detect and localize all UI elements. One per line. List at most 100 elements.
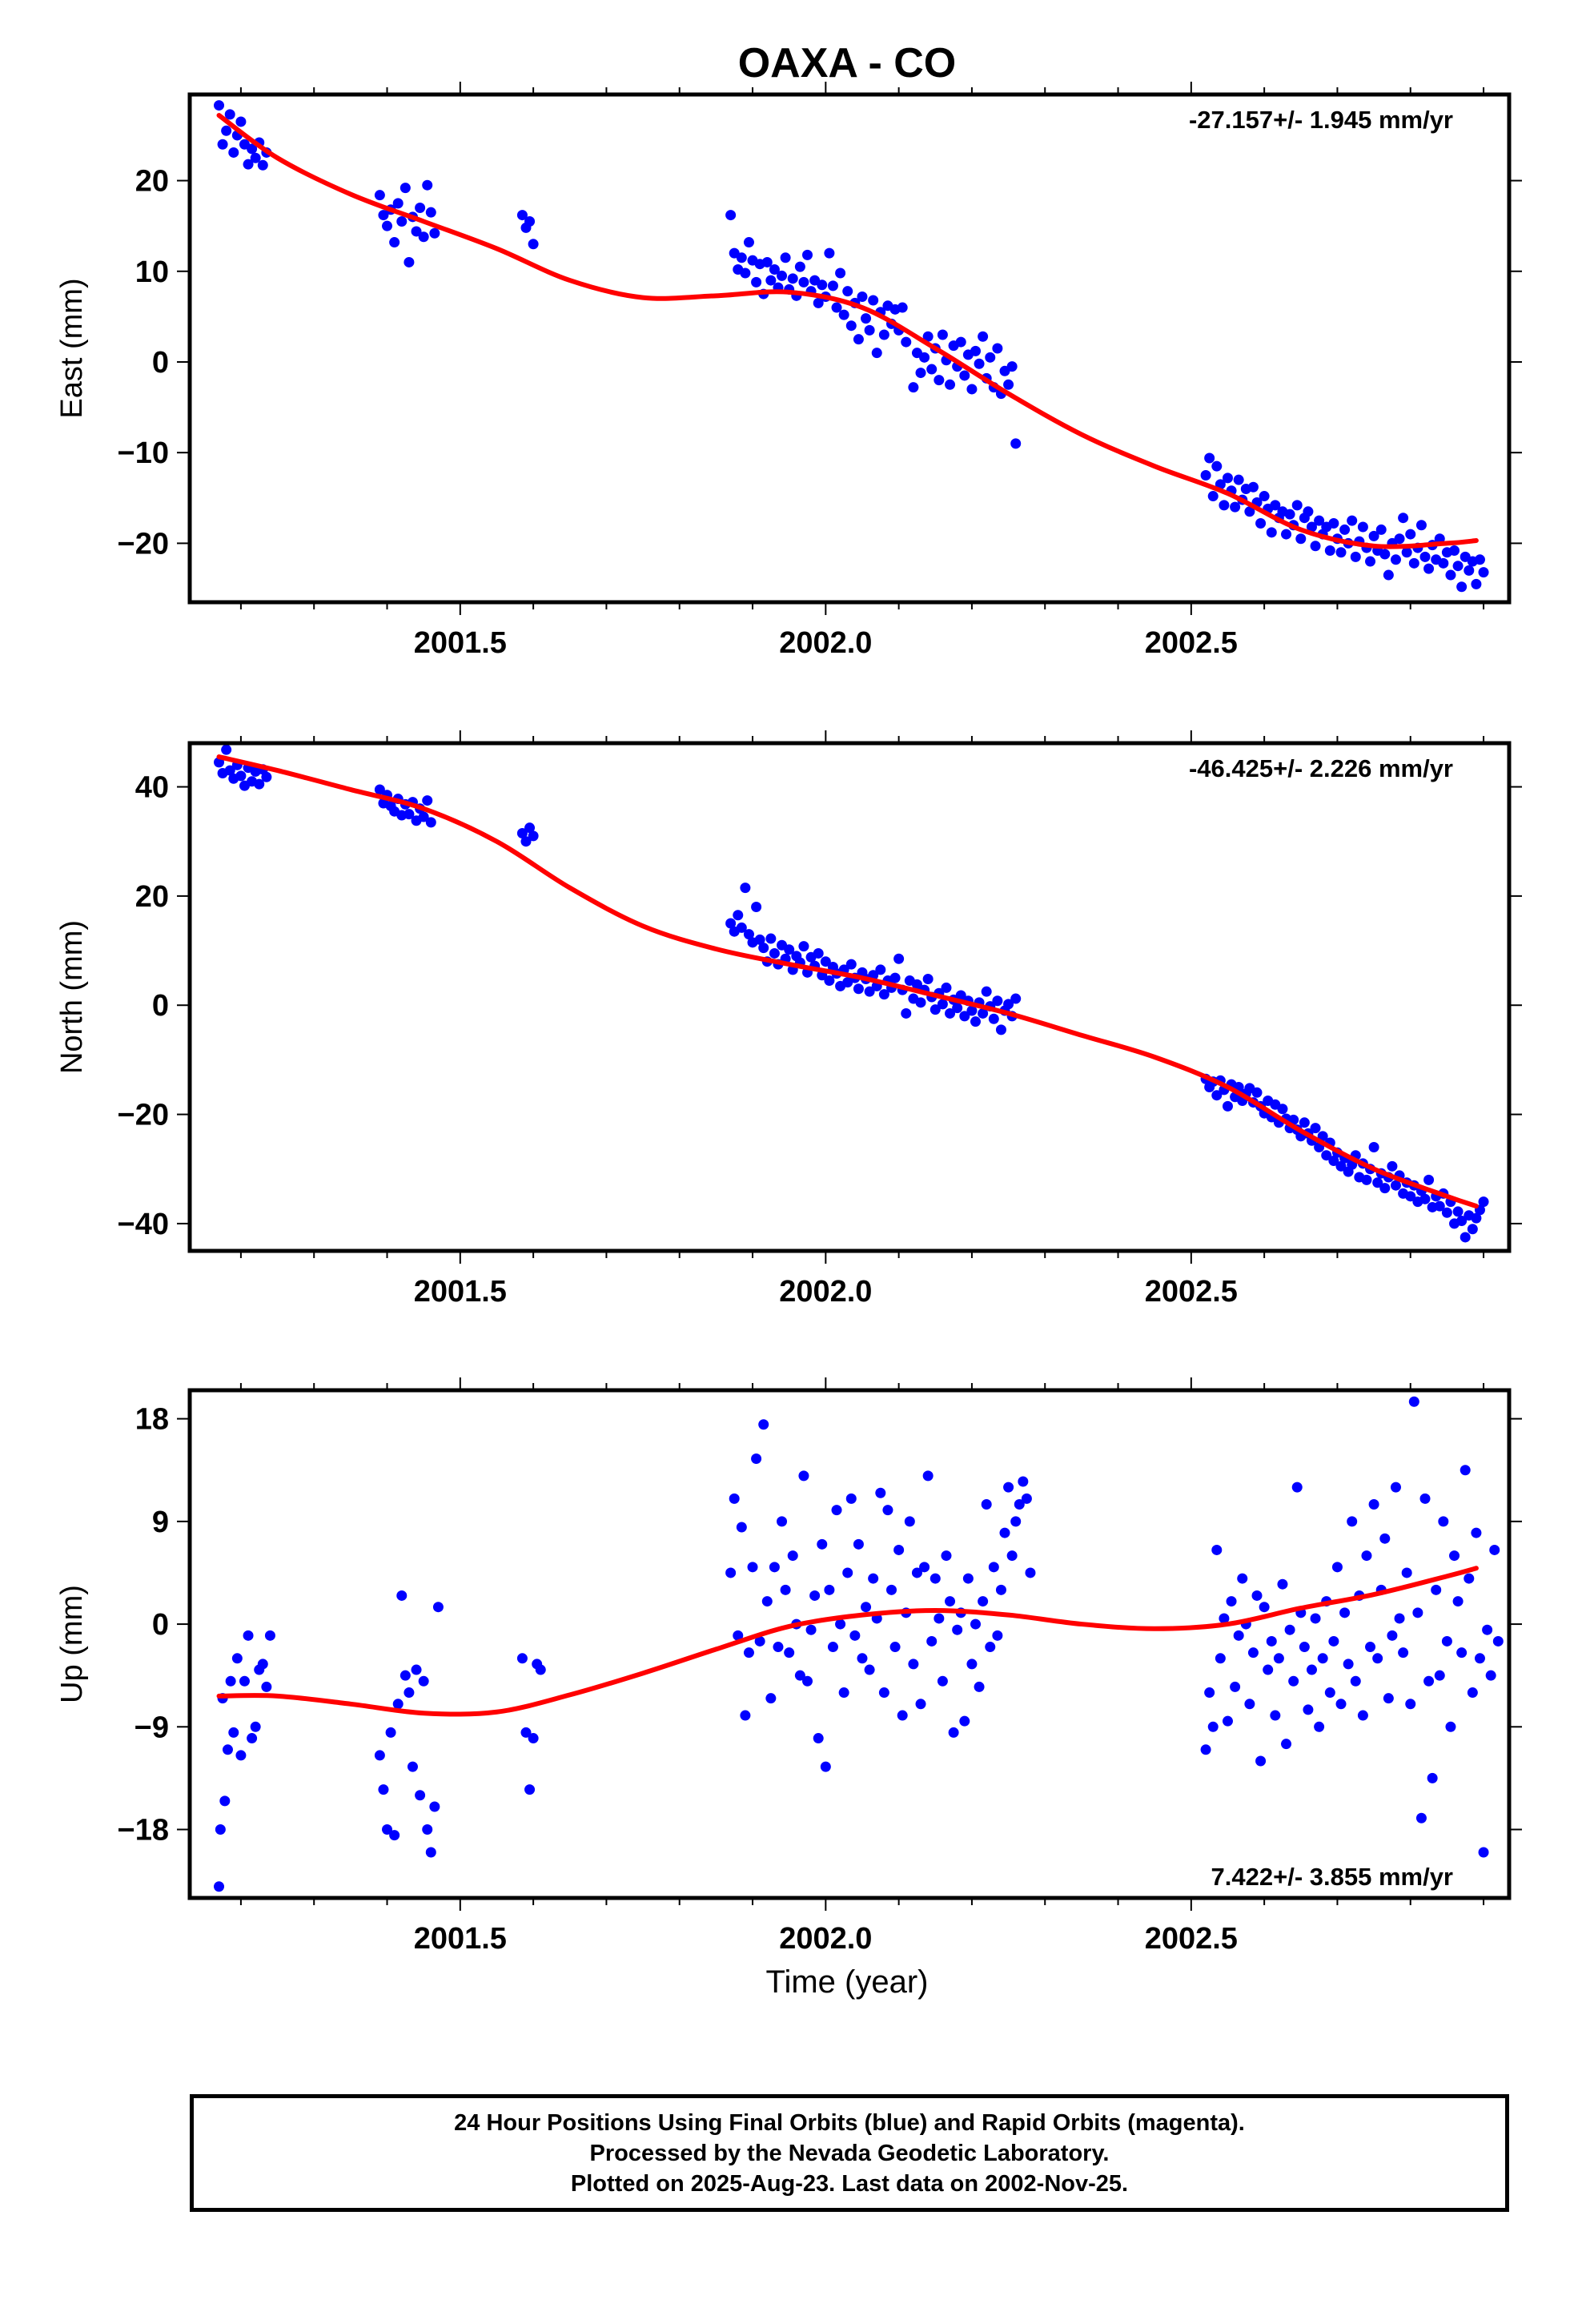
- east-data-point: [831, 302, 842, 313]
- up-data-point: [1456, 1647, 1468, 1659]
- up-data-point: [1412, 1607, 1423, 1618]
- east-data-point: [1347, 515, 1358, 526]
- east-data-point: [1204, 452, 1215, 464]
- up-data-point: [966, 1659, 978, 1670]
- up-data-point: [1314, 1721, 1325, 1732]
- north-data-point: [520, 836, 532, 847]
- up-data-point: [1492, 1635, 1504, 1647]
- north-data-point: [1379, 1183, 1391, 1194]
- up-data-point: [878, 1687, 889, 1699]
- east-data-point: [780, 252, 791, 263]
- east-data-point: [817, 279, 828, 291]
- east-data-point: [838, 309, 849, 320]
- east-data-point: [1270, 500, 1281, 511]
- east-ytick-label: −10: [118, 436, 169, 470]
- up-data-point: [1478, 1847, 1489, 1858]
- up-data-point: [995, 1584, 1006, 1595]
- north-data-point: [1251, 1087, 1263, 1098]
- north-fit-curve: [216, 754, 1479, 1209]
- up-data-point: [1467, 1687, 1478, 1699]
- east-data-point: [1295, 533, 1307, 545]
- east-data-point: [247, 143, 258, 155]
- east-data-point: [934, 375, 945, 386]
- up-data-point: [1006, 1550, 1018, 1562]
- up-data-point: [222, 1744, 233, 1755]
- north-data-point: [820, 956, 831, 967]
- north-data-point: [733, 910, 744, 921]
- up-data-point: [1266, 1635, 1277, 1647]
- up-data-point: [897, 1710, 908, 1721]
- north-data-point: [725, 918, 737, 929]
- east-panel: 2001.5 2002.0 2002.5 −20 −10 0 10 20 East (mm) -2…: [55, 82, 1522, 660]
- up-data-point: [415, 1790, 426, 1801]
- north-data-point: [995, 1024, 1006, 1035]
- up-panel: 2001.5 2002.0 2002.5 −18 −9 0 9 18 Up (mm) 7.422+…: [55, 1377, 1522, 1956]
- up-data-point: [1273, 1653, 1284, 1664]
- up-data-point: [751, 1453, 762, 1464]
- north-data-point: [758, 943, 769, 954]
- up-frame: [187, 1388, 1512, 1900]
- up-data-point: [1419, 1493, 1431, 1504]
- east-data-point: [422, 179, 433, 191]
- east-data-point: [798, 276, 809, 287]
- up-data-point: [1010, 1516, 1022, 1527]
- up-data-point: [1445, 1721, 1456, 1732]
- east-data-point: [945, 379, 956, 390]
- up-data-point: [864, 1664, 875, 1675]
- up-data-point: [758, 1419, 769, 1430]
- east-data-point: [396, 216, 408, 227]
- up-data-point: [1471, 1527, 1482, 1538]
- east-data-point: [908, 382, 919, 393]
- north-data-point: [878, 989, 889, 1000]
- east-data-point: [1398, 513, 1409, 524]
- up-data-point: [392, 1699, 404, 1710]
- east-data-point: [853, 334, 864, 345]
- east-data-point: [411, 226, 422, 237]
- north-data-point: [516, 827, 528, 838]
- up-data-point: [1222, 1715, 1233, 1727]
- up-data-point: [1438, 1516, 1449, 1527]
- east-data-point: [769, 264, 780, 275]
- east-data-point: [250, 152, 261, 163]
- east-data-point: [845, 320, 857, 332]
- east-data-point: [1375, 524, 1387, 535]
- up-ytick-label: −18: [118, 1814, 169, 1848]
- up-data-point: [831, 1505, 842, 1516]
- east-data-point: [955, 336, 966, 348]
- up-data-point: [769, 1562, 780, 1573]
- up-data-point: [1415, 1812, 1427, 1823]
- north-data-point: [1452, 1206, 1464, 1217]
- up-data-point: [432, 1602, 444, 1613]
- north-data-point: [798, 941, 809, 952]
- north-data-point: [813, 947, 824, 959]
- east-data-point: [1474, 554, 1485, 565]
- up-data-point: [1368, 1498, 1379, 1510]
- up-data-point: [1003, 1482, 1014, 1493]
- east-data-point: [761, 256, 773, 267]
- up-data-point: [889, 1642, 901, 1653]
- north-data-point: [937, 999, 948, 1010]
- north-data-point: [922, 974, 934, 985]
- north-data-point: [966, 1005, 978, 1016]
- east-data-point: [740, 267, 751, 279]
- caption-box: 24 Hour Positions Using Final Orbits (bl…: [190, 2094, 1509, 2212]
- up-data-point: [787, 1550, 798, 1562]
- up-data-point: [765, 1693, 777, 1704]
- up-data-point: [1018, 1476, 1029, 1487]
- up-data-point: [1485, 1670, 1496, 1681]
- east-data-point: [857, 291, 868, 302]
- up-data-point: [528, 1733, 539, 1744]
- east-data-point: [378, 210, 389, 221]
- east-data-point: [389, 237, 400, 248]
- up-data-point: [817, 1538, 828, 1550]
- east-data-point: [1350, 551, 1361, 562]
- east-data-point: [901, 336, 912, 348]
- up-data-point: [733, 1630, 744, 1641]
- north-panel: 2001.5 2002.0 2002.5 −40 −20 0 20 40 North (mm) -…: [55, 730, 1522, 1309]
- up-data-point: [1339, 1607, 1351, 1618]
- up-data-point: [1408, 1396, 1419, 1407]
- north-data-point: [1321, 1150, 1332, 1161]
- up-data-point: [404, 1687, 415, 1699]
- up-data-point: [740, 1710, 751, 1721]
- up-data-point: [978, 1596, 989, 1607]
